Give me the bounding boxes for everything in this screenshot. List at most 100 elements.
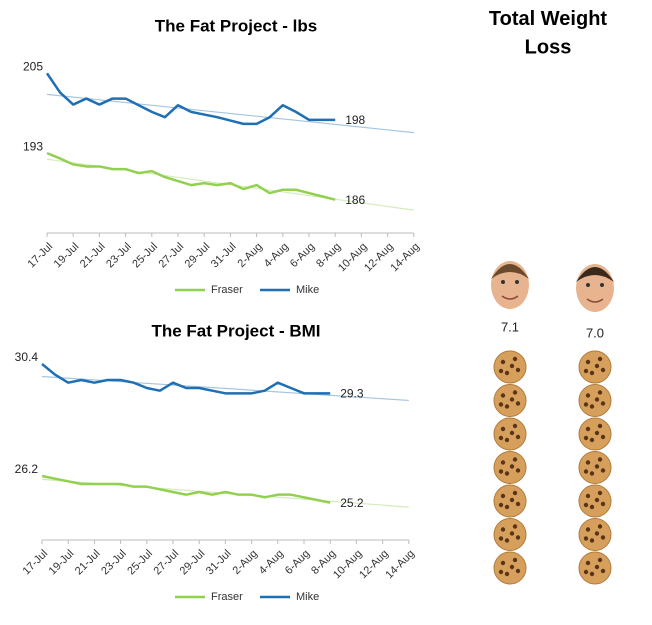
data-label: 186 <box>345 193 365 207</box>
chip <box>512 490 518 496</box>
cookie <box>493 518 527 551</box>
data-label: 30.4 <box>15 350 39 364</box>
chip <box>515 434 521 440</box>
chip <box>509 430 515 436</box>
chip <box>509 531 515 536</box>
chip <box>585 493 591 499</box>
data-label: 198 <box>345 113 365 127</box>
legend-label: Mike <box>296 591 319 603</box>
chip <box>515 401 521 406</box>
chip <box>583 536 589 541</box>
chip <box>498 536 504 541</box>
weight-loss-value: 7.0 <box>586 325 604 340</box>
chip <box>600 501 606 507</box>
chip <box>500 560 506 566</box>
chip <box>498 469 504 474</box>
panel-title: Loss <box>525 36 572 58</box>
chip <box>594 497 600 503</box>
chip <box>500 359 506 365</box>
chip <box>500 527 506 532</box>
chip <box>589 437 595 443</box>
chip <box>597 524 603 529</box>
chip <box>585 527 591 532</box>
eye <box>501 280 505 284</box>
cookie <box>493 417 527 451</box>
chip <box>509 564 515 570</box>
cookie <box>493 384 527 417</box>
eye <box>600 283 604 287</box>
chip <box>589 471 595 476</box>
chip <box>504 370 510 376</box>
chip <box>600 568 606 574</box>
cookie <box>578 350 612 384</box>
chip <box>594 564 600 570</box>
chip <box>512 557 518 563</box>
chip <box>594 363 600 369</box>
chip <box>504 504 510 510</box>
hair <box>576 267 614 282</box>
chip <box>597 457 603 462</box>
chip <box>594 430 600 436</box>
chip <box>583 502 589 508</box>
mouth <box>501 295 519 300</box>
cookie <box>578 551 612 585</box>
chip <box>585 426 591 432</box>
chip <box>594 531 600 536</box>
chip <box>583 569 589 575</box>
chip <box>594 397 600 402</box>
panel: 7.1 7.0 <box>491 261 614 585</box>
chip <box>500 393 506 398</box>
chip <box>594 464 600 469</box>
chip <box>597 490 603 496</box>
chip <box>498 402 504 407</box>
chip <box>498 368 504 374</box>
panel-title: Total Weight <box>489 8 607 30</box>
panel-title-line: Total <box>489 8 535 30</box>
series-line <box>41 363 331 395</box>
chip <box>515 468 521 473</box>
chip <box>515 535 521 540</box>
chip <box>597 356 603 362</box>
cookie <box>493 551 527 585</box>
chip <box>589 370 595 376</box>
cookie <box>578 451 612 484</box>
chip <box>589 538 595 543</box>
chip <box>515 568 521 574</box>
data-label: 25.2 <box>340 496 364 510</box>
legend-label: Fraser <box>211 284 243 296</box>
panel-title-line: Weight <box>541 8 608 30</box>
chip <box>498 502 504 508</box>
chart-title: The Fat Project - lbs <box>155 16 317 35</box>
chip <box>600 401 606 406</box>
cookie <box>578 417 612 451</box>
chip <box>600 468 606 473</box>
chip <box>600 535 606 540</box>
chip <box>597 557 603 563</box>
chip <box>585 560 591 566</box>
chip <box>509 464 515 469</box>
hair <box>491 264 529 279</box>
chip <box>583 469 589 474</box>
series-line <box>41 474 331 504</box>
legend-label: Fraser <box>211 591 243 603</box>
chip <box>500 493 506 499</box>
chip <box>512 390 518 395</box>
chip <box>597 423 603 429</box>
eye <box>586 283 590 287</box>
data-label: 193 <box>23 139 43 153</box>
chip <box>589 571 595 577</box>
data-label: 205 <box>23 59 43 73</box>
chip <box>500 426 506 432</box>
chip <box>585 460 591 465</box>
data-label: 26.2 <box>15 462 39 476</box>
chip <box>600 367 606 373</box>
cookie <box>578 518 612 551</box>
cookie <box>493 451 527 484</box>
chip <box>515 501 521 507</box>
chip <box>600 434 606 440</box>
chip <box>504 538 510 543</box>
cookie <box>578 384 612 417</box>
chip <box>589 404 595 409</box>
chip <box>583 435 589 441</box>
